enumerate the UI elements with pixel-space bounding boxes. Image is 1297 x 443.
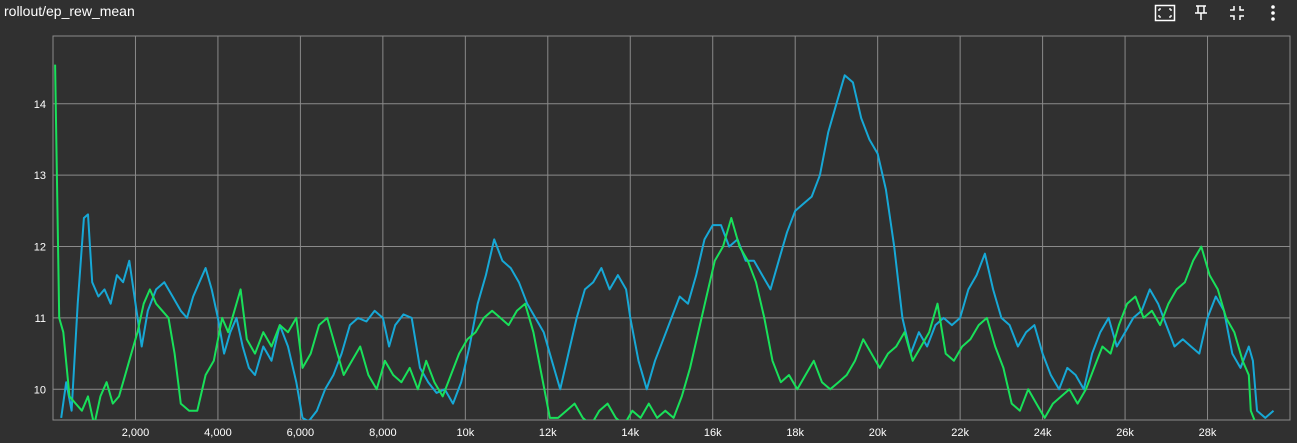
x-tick-label: 14k xyxy=(621,427,639,439)
x-tick-label: 18k xyxy=(786,427,804,439)
pin-button[interactable] xyxy=(1183,2,1219,24)
x-tick-label: 4,000 xyxy=(204,427,232,439)
x-tick-label: 12k xyxy=(539,427,557,439)
y-tick-label: 11 xyxy=(35,313,46,325)
more-options-button[interactable] xyxy=(1255,2,1291,24)
x-tick-label: 6,000 xyxy=(287,427,315,439)
x-tick-label: 16k xyxy=(704,427,722,439)
plot-frame xyxy=(52,35,1291,421)
more-vert-icon xyxy=(1271,5,1275,21)
series-line-1 xyxy=(60,74,1275,420)
series-line-2 xyxy=(54,64,1256,420)
collapse-icon xyxy=(1230,6,1244,20)
x-tick-label: 10k xyxy=(456,427,474,439)
collapse-button[interactable] xyxy=(1219,2,1255,24)
card-toolbar xyxy=(1147,2,1291,24)
x-tick-label: 8,000 xyxy=(369,427,397,439)
x-tick-label: 22k xyxy=(951,427,969,439)
fit-domain-icon xyxy=(1154,4,1176,22)
y-tick-label: 10 xyxy=(34,384,46,396)
x-tick-label: 24k xyxy=(1034,427,1052,439)
x-tick-label: 20k xyxy=(869,427,887,439)
fit-domain-button[interactable] xyxy=(1147,2,1183,24)
y-tick-label: 12 xyxy=(34,242,46,254)
x-tick-label: 26k xyxy=(1116,427,1134,439)
y-tick-label: 13 xyxy=(34,170,46,182)
chart-title: rollout/ep_rew_mean xyxy=(4,3,135,19)
y-tick-label: 14 xyxy=(34,99,46,111)
x-tick-label: 2,000 xyxy=(122,427,150,439)
pin-icon xyxy=(1195,5,1207,20)
x-tick-label: 28k xyxy=(1199,427,1217,439)
